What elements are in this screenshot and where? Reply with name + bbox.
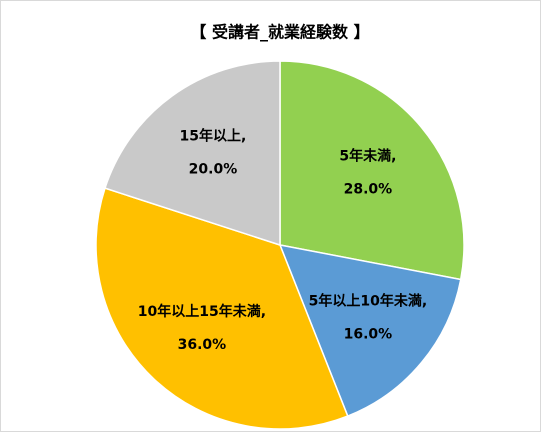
category-label: 15年以上 (180, 128, 241, 145)
pie-slice (279, 60, 465, 281)
label-separator: , (422, 294, 427, 310)
pie-slice (104, 60, 281, 247)
pie-slice (278, 244, 462, 418)
category-label: 5年未満 (339, 147, 391, 164)
value-label: 36.0% (178, 337, 227, 353)
data-label: 5年未満, (339, 147, 396, 164)
category-label: 5年以上10年未満 (309, 293, 422, 310)
label-separator: , (261, 304, 266, 320)
category-label: 10年以上15年未満 (138, 303, 261, 320)
chart-title: 【 受講者_就業経験数 】 (190, 23, 369, 42)
value-label: 20.0% (189, 162, 238, 178)
label-separator: , (391, 148, 396, 164)
label-separator: , (241, 129, 246, 145)
data-label: 5年以上10年未満, (309, 293, 428, 310)
pie-slice (95, 187, 349, 430)
data-label: 15年以上, (180, 128, 247, 145)
value-label: 16.0% (344, 327, 393, 343)
value-label: 28.0% (344, 181, 393, 197)
data-label: 10年以上15年未満, (138, 303, 266, 320)
